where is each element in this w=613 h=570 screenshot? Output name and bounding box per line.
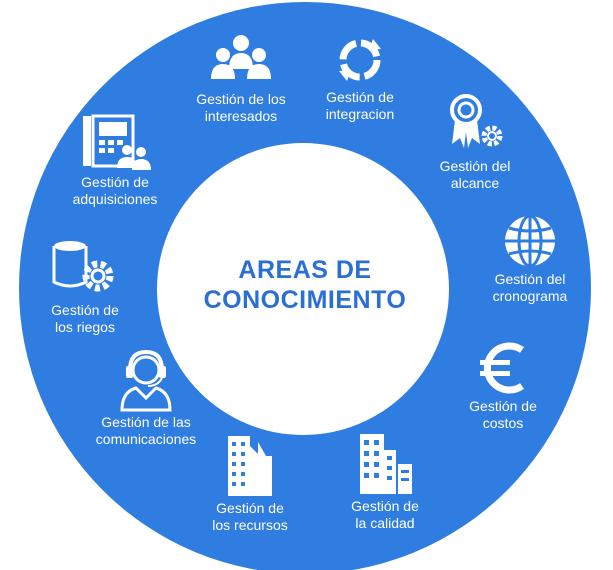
area-comunicaciones-line1: Gestión de las (101, 414, 191, 430)
area-interesados: Gestión de los interesados (176, 33, 306, 125)
area-riegos: Gestión de los riegos (30, 238, 140, 336)
database-gear-icon (52, 241, 114, 292)
phone-people-icon (83, 114, 151, 170)
headset-person-icon (120, 349, 172, 412)
area-interesados-line2: interesados (204, 108, 278, 124)
area-cronograma-line2: cronograma (492, 288, 568, 304)
skyscraper-icon (228, 436, 272, 496)
inner-circle (157, 143, 449, 435)
people-icon (211, 35, 271, 79)
area-recursos-line1: Gestión de (216, 500, 284, 516)
area-adquisiciones-line2: adquisiciones (72, 191, 158, 207)
area-alcance-line1: Gestión del (439, 158, 511, 174)
area-costos-line1: Gestión de (469, 398, 537, 414)
award-gear-icon (450, 94, 503, 148)
center-title: AREAS DE CONOCIMIENTO (180, 255, 430, 315)
area-integracion: Gestión de integracion (305, 33, 415, 123)
center-title-line1: AREAS DE (238, 256, 372, 284)
center-title-line2: CONOCIMIENTO (203, 286, 407, 314)
area-alcance-line2: alcance (450, 175, 500, 191)
area-cronograma-line1: Gestión del (494, 271, 566, 287)
area-costos: Gestión de costos (448, 340, 558, 432)
area-riegos-line1: Gestión de (51, 302, 119, 318)
area-calidad: Gestión de la calidad (330, 428, 440, 532)
area-comunicaciones: Gestión de las comunicaciones (76, 348, 216, 448)
area-interesados-line1: Gestión de los (196, 91, 286, 107)
euro-icon (480, 342, 525, 394)
area-calidad-line2: la calidad (355, 515, 415, 531)
area-integracion-line1: Gestión de (326, 89, 394, 105)
cycle-arrows-icon (339, 39, 381, 81)
area-adquisiciones-line1: Gestión de (81, 174, 149, 190)
area-recursos-line2: los recursos (212, 517, 288, 533)
area-integracion-line2: integracion (325, 106, 395, 122)
area-cronograma: Gestión del cronograma (472, 213, 588, 305)
area-costos-line2: costos (482, 415, 524, 431)
area-comunicaciones-line2: comunicaciones (95, 431, 197, 447)
area-alcance: Gestión del alcance (420, 92, 530, 192)
area-calidad-line1: Gestión de (351, 498, 419, 514)
globe-icon (505, 214, 555, 268)
area-adquisiciones: Gestión de adquisiciones (50, 112, 180, 208)
area-riegos-line2: los riegos (55, 319, 115, 335)
area-recursos: Gestión de los recursos (195, 432, 305, 534)
buildings-icon (360, 434, 412, 494)
